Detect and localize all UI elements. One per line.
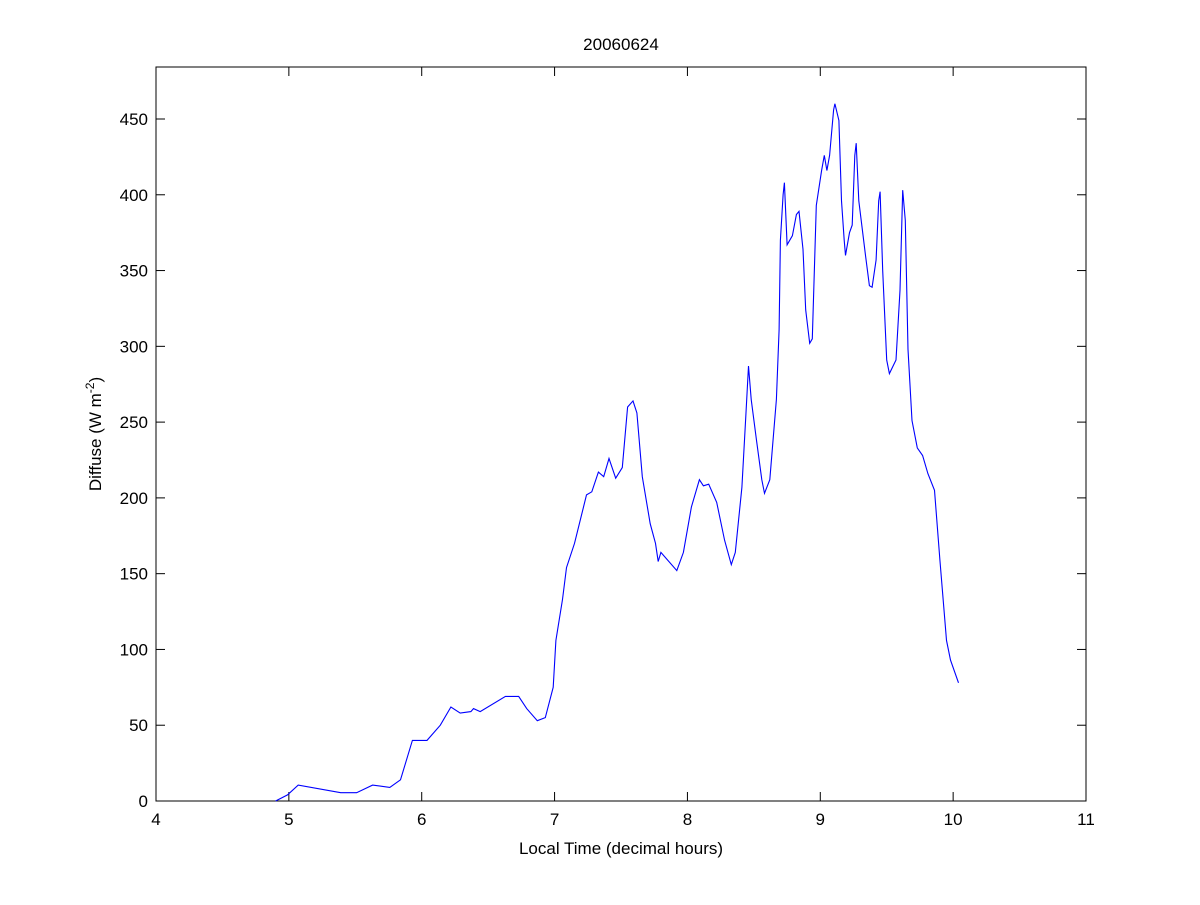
- chart-title: 20060624: [583, 35, 659, 54]
- x-tick-label: 10: [944, 810, 963, 829]
- x-tick-label: 6: [417, 810, 426, 829]
- y-tick-label: 400: [120, 186, 148, 205]
- x-tick-label: 4: [151, 810, 160, 829]
- y-axis-label-sup: -2: [83, 382, 97, 393]
- y-tick-label: 50: [129, 716, 148, 735]
- x-tick-label: 5: [284, 810, 293, 829]
- y-axis-label-close: ): [86, 377, 105, 383]
- y-tick-label: 100: [120, 640, 148, 659]
- axis-ticks: 4 5 6 7 8 9 10 11 0 50 100 150 200 250 300 350 400 450: [120, 67, 1095, 829]
- x-tick-label: 8: [683, 810, 692, 829]
- plot-area: [155, 66, 1087, 802]
- y-tick-label: 200: [120, 489, 148, 508]
- y-tick-label: 450: [120, 110, 148, 129]
- y-tick-label: 350: [120, 262, 148, 281]
- series-line: [275, 103, 960, 802]
- y-tick-label: 150: [120, 565, 148, 584]
- y-tick-label: 250: [120, 413, 148, 432]
- x-tick-label: 7: [550, 810, 559, 829]
- x-tick-label: 11: [1077, 810, 1095, 829]
- x-axis-label: Local Time (decimal hours): [519, 839, 723, 858]
- y-tick-label: 300: [120, 337, 148, 356]
- y-axis-label: Diffuse (W m-2): [83, 377, 105, 491]
- x-tick-label: 9: [816, 810, 825, 829]
- y-axis-label-main: Diffuse (W m: [86, 393, 105, 491]
- y-tick-label: 0: [139, 792, 148, 811]
